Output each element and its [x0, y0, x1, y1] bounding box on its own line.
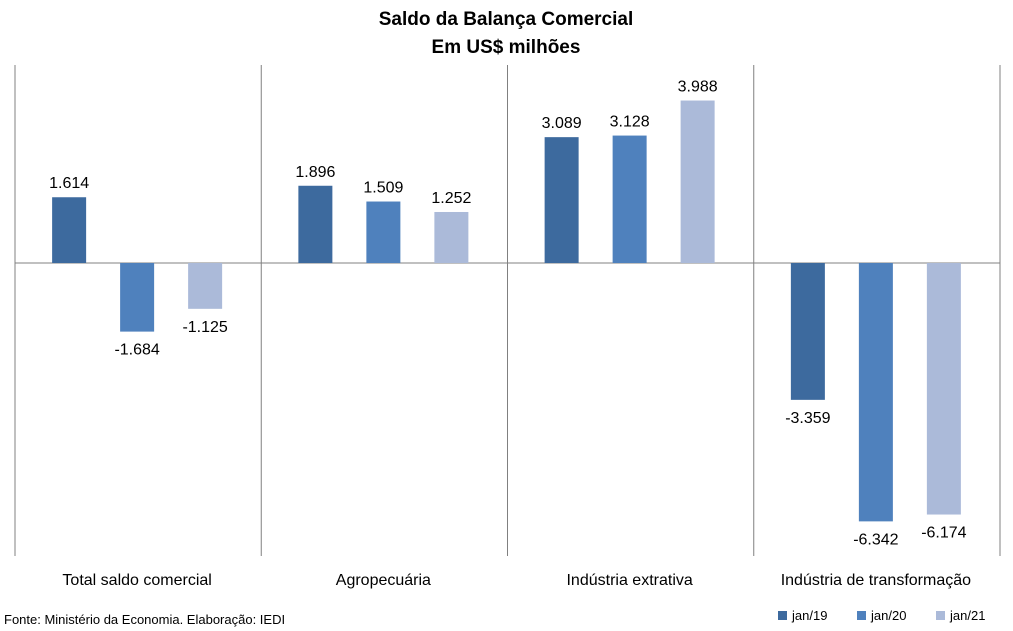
bars: [52, 100, 961, 522]
data-label-3-2: -6.174: [921, 525, 966, 542]
bar-2-1: [612, 135, 647, 263]
data-label-3-1: -6.342: [853, 531, 898, 548]
category-label-1: Agropecuária: [336, 572, 431, 589]
data-label-2-2: 3.988: [678, 79, 718, 96]
category-label-0: Total saldo comercial: [62, 572, 211, 589]
panel-dividers: [14, 65, 1001, 556]
legend: jan/19 jan/20 jan/21: [778, 608, 985, 623]
category-label-2: Indústria extrativa: [566, 572, 692, 589]
data-label-3-0: -3.359: [785, 410, 830, 427]
source-note: Fonte: Ministério da Economia. Elaboraçã…: [4, 612, 285, 627]
legend-swatch-1: [857, 611, 866, 620]
bar-1-1: [366, 201, 401, 263]
bar-0-2: [188, 263, 223, 309]
data-label-0-0: 1.614: [49, 175, 89, 192]
bar-3-2: [926, 263, 961, 515]
bar-0-1: [120, 263, 155, 332]
data-label-2-1: 3.128: [610, 114, 650, 131]
legend-label-1: jan/20: [870, 608, 906, 623]
category-label-3: Indústria de transformação: [781, 572, 971, 589]
bar-3-0: [790, 263, 825, 400]
bar-0-0: [52, 197, 87, 263]
data-label-1-0: 1.896: [295, 164, 335, 181]
legend-label-0: jan/19: [791, 608, 827, 623]
bar-2-0: [544, 137, 579, 263]
bar-1-2: [434, 211, 469, 263]
category-labels: Total saldo comercial Agropecuária Indústr…: [62, 572, 971, 589]
data-label-2-0: 3.089: [542, 115, 582, 132]
chart-title: Saldo da Balança Comercial: [379, 9, 634, 30]
data-label-0-2: -1.125: [182, 319, 227, 336]
legend-label-2: jan/21: [949, 608, 985, 623]
chart-subtitle: Em US$ milhões: [432, 37, 581, 58]
bar-3-1: [858, 263, 893, 522]
data-label-1-2: 1.252: [431, 190, 471, 207]
legend-swatch-0: [778, 611, 787, 620]
bar-2-2: [680, 100, 715, 264]
value-labels: 1.614 -1.684 -1.125 1.896 1.509 1.252 3.089 3.1…: [49, 79, 967, 549]
data-label-1-1: 1.509: [363, 180, 403, 197]
bar-1-0: [298, 185, 333, 263]
legend-swatch-2: [936, 611, 945, 620]
data-label-0-1: -1.684: [114, 342, 159, 359]
